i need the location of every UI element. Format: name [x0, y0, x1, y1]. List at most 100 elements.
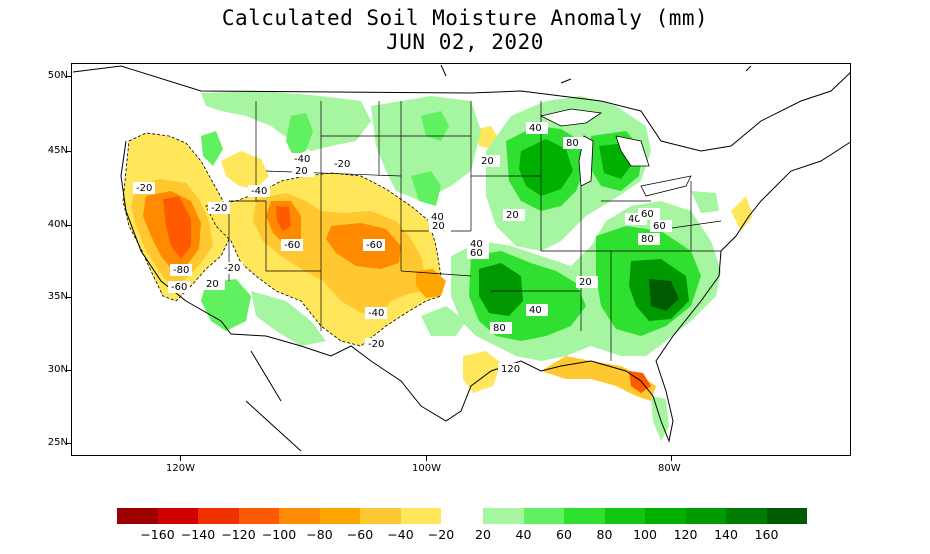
wet-region-wisconsin-100: [519, 139, 573, 196]
colorbar-tick-label: 60: [556, 527, 572, 542]
lat-tick: [67, 443, 72, 444]
colorbar-tick-label: 140: [714, 527, 738, 542]
contour-label: -40: [368, 308, 384, 319]
contour-label: 40: [470, 239, 483, 250]
wet-region-nebraska-40: [411, 171, 441, 206]
lat-label-35n: 35N: [47, 291, 68, 302]
great-lakes: [539, 108, 692, 197]
lat-tick: [67, 151, 72, 152]
lat-tick: [67, 297, 72, 298]
dry-region-texas-coast-20: [463, 351, 501, 393]
colorbar-swatch-wet: [726, 508, 767, 524]
lake-huron: [615, 135, 650, 167]
colorbar-tick-label: 20: [475, 527, 491, 542]
colorbar-tick-label: −160: [140, 527, 175, 542]
lon-tick: [671, 456, 672, 461]
wet-region-montana-20: [201, 91, 371, 151]
contour-label: -80: [173, 265, 189, 276]
colorbar-swatch-dry: [238, 508, 279, 524]
map-title: Calculated Soil Moisture Anomaly (mm): [221, 6, 709, 30]
wet-region-oregon-40: [201, 131, 223, 166]
colorbar-swatch-wet: [564, 508, 605, 524]
colorbar: [117, 508, 807, 524]
colorbar-swatch-wet: [604, 508, 645, 524]
contour-label: 80: [641, 234, 654, 245]
contour-label: 40: [628, 214, 641, 225]
contour-label: -40: [294, 154, 310, 165]
colorbar-swatch-dry: [117, 508, 158, 524]
contour-label: 40: [431, 212, 444, 223]
colorbar-tick-label: 160: [754, 527, 779, 542]
contour-label: 40: [529, 305, 542, 316]
contour-label: -60: [171, 282, 187, 293]
contour-label: -60: [366, 240, 382, 251]
lon-label-100w: 100W: [412, 463, 441, 474]
colorbar-swatch-dry: [198, 508, 239, 524]
colorbar-tick-label: −120: [221, 527, 256, 542]
lon-tick: [426, 456, 427, 461]
colorbar-tick-label: −60: [346, 527, 374, 542]
dry-region-idaho-20: [221, 151, 269, 189]
colorbar-tick-label: −140: [180, 527, 216, 542]
wet-region-montana-40: [286, 113, 313, 156]
wet-region-arizona-40: [201, 279, 251, 331]
contour-label: 80: [493, 323, 506, 334]
colorbar-swatch-dry: [319, 508, 360, 524]
contour-label: -60: [284, 240, 300, 251]
colorbar-swatch-wet: [766, 508, 807, 524]
wet-region-northern-plains-20: [371, 96, 481, 201]
lon-label-120w: 120W: [166, 463, 195, 474]
dry-region-oklahoma-40: [416, 269, 446, 298]
contour-label: 60: [641, 209, 654, 220]
contour-label: 20: [432, 221, 445, 232]
contour-labels: -20 -20 -40 -20 -40 -60 -60 -80 -60 -20 …: [133, 122, 672, 375]
lake-superior: [539, 108, 603, 127]
lat-label-45n: 45N: [47, 145, 68, 156]
colorbar-swatch-dry: [279, 508, 320, 524]
contour-label: 20: [481, 156, 494, 167]
map-date: JUN 02, 2020: [386, 30, 544, 54]
dry-region-florida-40: [541, 356, 656, 401]
colorbar-tick-label: 100: [633, 527, 657, 542]
lon-label-80w: 80W: [658, 463, 681, 474]
lat-label-40n: 40N: [47, 219, 68, 230]
colorbar-swatch-wet: [685, 508, 726, 524]
contour-label: -20: [368, 339, 384, 350]
colorbar-tick-label: 80: [596, 527, 613, 542]
colorbar-swatch-wet: [523, 508, 564, 524]
wet-region-dakota-40: [421, 111, 449, 141]
dry-region-ny-20: [731, 196, 753, 231]
colorbar-tick-label: −100: [261, 527, 297, 542]
map-panel: -20 -20 -40 -20 -40 -60 -60 -80 -60 -20 …: [71, 63, 851, 456]
dry-region-rockies-80: [276, 206, 291, 231]
colorbar-swatch-wet: [645, 508, 686, 524]
contour-label: -20: [334, 159, 350, 170]
lake-erie: [640, 175, 692, 197]
colorbar-swatch-dry: [157, 508, 198, 524]
lat-tick: [67, 370, 72, 371]
colorbar-tick-label: 40: [515, 527, 532, 542]
contour-label: -20: [211, 203, 227, 214]
lat-label-25n: 25N: [47, 437, 68, 448]
wet-region-pa-20: [691, 191, 719, 213]
contour-label: 60: [470, 248, 483, 259]
colorbar-swatch-dry: [360, 508, 401, 524]
colorbar-swatch-dry: [400, 508, 441, 524]
coastlines: [72, 64, 850, 452]
wet-region-texas-20: [421, 306, 466, 336]
contour-label: 20: [506, 210, 519, 221]
wet-region-arizona-20: [251, 291, 326, 346]
contour-label: 120: [501, 364, 520, 375]
wet-region-carolinas-140: [649, 279, 679, 311]
dry-region-california-80: [163, 196, 191, 259]
contour-label: -20: [136, 183, 152, 194]
contour-label: 80: [566, 138, 579, 149]
lat-label-30n: 30N: [47, 364, 68, 375]
colorbar-tick-label: −40: [387, 527, 414, 542]
lat-tick: [67, 225, 72, 226]
contour-label: -40: [251, 186, 267, 197]
colorbar-tick-label: −20: [427, 527, 455, 542]
colorbar-tick-label: −80: [306, 527, 333, 542]
lat-tick: [67, 76, 72, 77]
contour-label: 40: [529, 123, 542, 134]
